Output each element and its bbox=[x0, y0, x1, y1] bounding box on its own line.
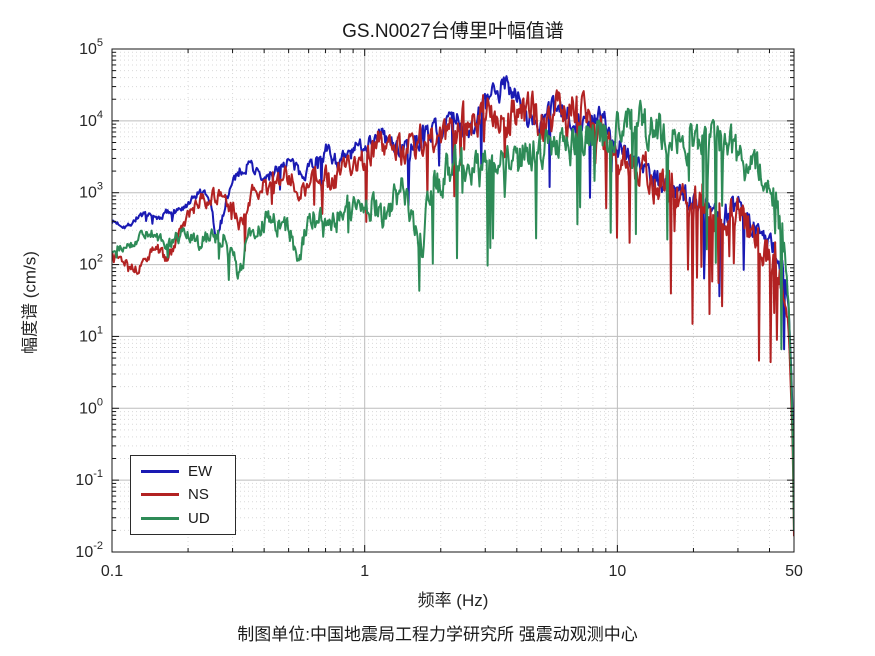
y-axis-label: 幅度谱 (cm/s) bbox=[20, 251, 40, 354]
x-tick-label: 0.1 bbox=[101, 563, 123, 580]
y-tick-label: 105 bbox=[79, 37, 103, 58]
legend-label-ew: EW bbox=[188, 463, 213, 481]
legend-entry-ud: UD bbox=[131, 510, 235, 527]
y-tick-exponent: -1 bbox=[93, 468, 103, 480]
series-path-NS bbox=[112, 89, 794, 537]
y-tick-label: 10-1 bbox=[75, 468, 103, 489]
x-axis-label: 频率 (Hz) bbox=[417, 591, 489, 610]
y-tick-exponent: 0 bbox=[97, 396, 103, 408]
y-tick-label: 10-2 bbox=[75, 540, 103, 561]
y-tick-exponent: 2 bbox=[97, 253, 103, 265]
y-tick-exponent: 1 bbox=[97, 324, 103, 336]
y-tick-exponent: -2 bbox=[93, 540, 103, 552]
legend-entry-ns: NS bbox=[131, 486, 235, 503]
figure-caption: 制图单位:中国地震局工程力学研究所 强震动观测中心 bbox=[237, 625, 638, 644]
legend-label-ud: UD bbox=[188, 509, 210, 527]
y-tick-exponent: 4 bbox=[97, 109, 103, 121]
ew-line-swatch bbox=[141, 470, 179, 474]
y-tick-label: 100 bbox=[79, 396, 103, 417]
legend-label-ns: NS bbox=[188, 486, 209, 504]
y-tick-label: 101 bbox=[79, 324, 103, 345]
x-tick-label: 50 bbox=[785, 563, 803, 580]
series-group bbox=[112, 75, 794, 537]
chart-title: GS.N0027台傅里叶幅值谱 bbox=[342, 21, 564, 42]
ticks bbox=[111, 48, 795, 553]
y-tick-label: 103 bbox=[79, 181, 103, 202]
axes-box bbox=[111, 48, 795, 553]
legend-entry-ew: EW bbox=[131, 463, 235, 480]
y-tick-exponent: 3 bbox=[97, 181, 103, 193]
ns-line-swatch bbox=[141, 493, 179, 497]
x-tick-label: 1 bbox=[360, 563, 369, 580]
x-tick-label: 10 bbox=[608, 563, 626, 580]
y-tick-exponent: 5 bbox=[97, 37, 103, 49]
y-tick-label: 104 bbox=[79, 109, 103, 130]
legend: EW NS UD bbox=[130, 455, 236, 535]
ud-line-swatch bbox=[141, 516, 179, 520]
series-path-UD bbox=[112, 99, 794, 531]
y-tick-label: 102 bbox=[79, 253, 103, 274]
